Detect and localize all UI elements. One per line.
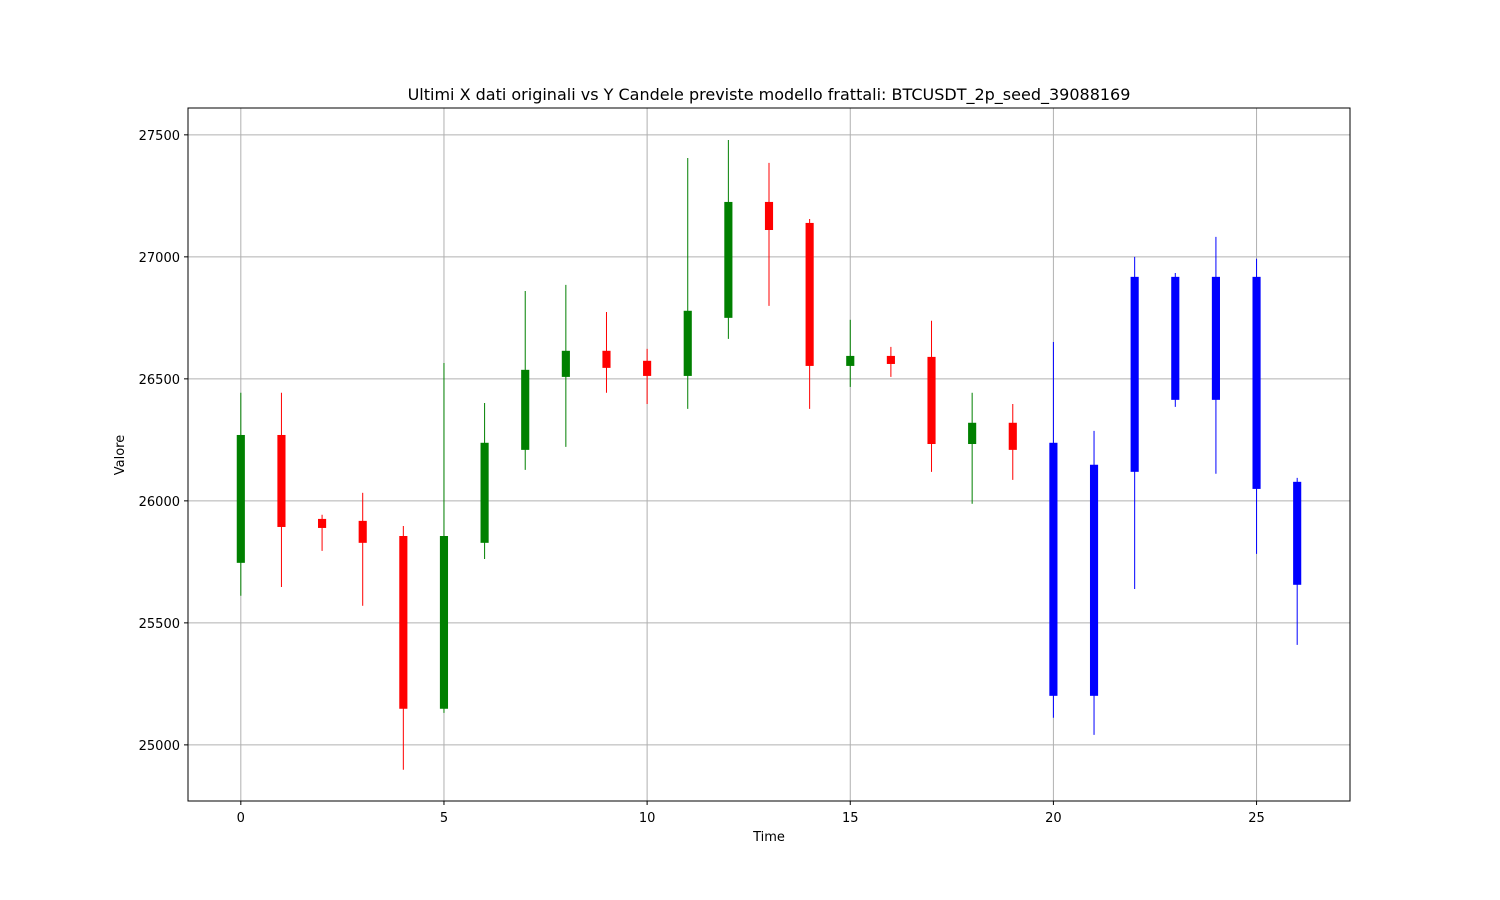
y-tick-label: 27000 xyxy=(139,251,180,266)
candle-body xyxy=(846,355,855,366)
candle-body xyxy=(643,360,652,376)
candle-body xyxy=(1049,442,1058,696)
candle-body xyxy=(805,222,814,366)
y-tick-label: 27500 xyxy=(139,129,180,144)
y-tick-label: 25500 xyxy=(139,617,180,632)
candle-body xyxy=(724,201,733,318)
candle-body xyxy=(927,356,936,445)
x-tick-label: 15 xyxy=(842,811,859,826)
y-axis-label: Valore xyxy=(113,435,128,475)
x-tick-label: 10 xyxy=(639,811,656,826)
candle-body xyxy=(561,350,570,377)
candle-body xyxy=(683,310,692,376)
candle-body xyxy=(886,355,895,364)
candle-body xyxy=(358,520,367,543)
x-tick-label: 5 xyxy=(440,811,448,826)
y-tick-label: 26500 xyxy=(139,373,180,388)
x-axis-label: Time xyxy=(752,830,785,845)
candle-body xyxy=(968,422,977,445)
candle-body xyxy=(236,434,245,563)
y-tick-label: 26000 xyxy=(139,495,180,510)
chart-title: Ultimi X dati originali vs Y Candele pre… xyxy=(408,85,1131,105)
candle-body xyxy=(399,536,408,709)
x-tick-label: 20 xyxy=(1045,811,1062,826)
candle-body xyxy=(318,518,327,528)
x-tick-label: 25 xyxy=(1248,811,1265,826)
candle-body xyxy=(1130,276,1139,472)
candle-body xyxy=(277,434,286,527)
candle-body xyxy=(521,369,530,450)
plot-frame xyxy=(187,107,1351,802)
candle-body xyxy=(1089,464,1099,696)
candle-body xyxy=(439,536,449,709)
candle-body xyxy=(1252,276,1261,489)
candle-body xyxy=(764,201,774,231)
candle-body xyxy=(480,442,489,543)
candle-body xyxy=(1171,276,1180,400)
x-tick-label: 0 xyxy=(237,811,245,826)
y-tick-label: 25000 xyxy=(139,739,180,754)
candle-body xyxy=(602,350,611,368)
candle-body xyxy=(1008,422,1017,450)
candle-body xyxy=(1211,276,1220,400)
candle-body xyxy=(1293,481,1302,585)
